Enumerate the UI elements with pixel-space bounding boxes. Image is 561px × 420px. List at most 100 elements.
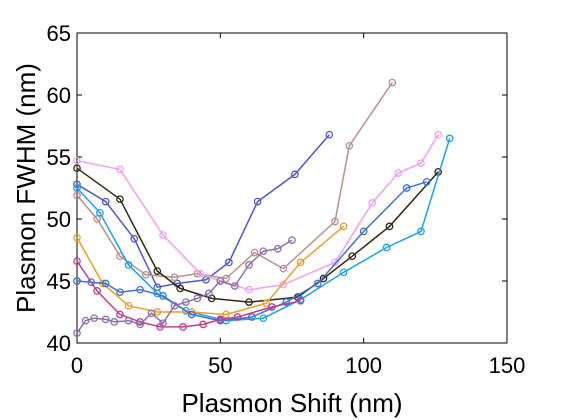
data-point [170, 273, 179, 282]
data-point [73, 156, 81, 165]
data-point [402, 184, 411, 192]
data-point [116, 310, 124, 319]
data-point [222, 310, 230, 319]
data-point [73, 191, 81, 200]
data-point [262, 299, 271, 308]
plot-area [76, 32, 508, 344]
data-point [216, 277, 225, 285]
data-point [124, 316, 133, 325]
data-point [193, 294, 202, 303]
data-point [182, 298, 190, 306]
data-point [225, 258, 233, 267]
y-tick-label: 60 [47, 83, 71, 108]
data-point [359, 227, 368, 236]
data-point [233, 313, 242, 321]
data-point [90, 314, 99, 323]
data-point [394, 169, 402, 177]
data-point [110, 318, 119, 326]
data-point [230, 282, 239, 290]
data-point [382, 243, 391, 252]
data-point [296, 296, 305, 305]
data-point [253, 197, 262, 206]
data-point [93, 215, 101, 223]
y-tick-label: 45 [47, 269, 71, 294]
data-point [250, 248, 259, 257]
data-point [187, 310, 196, 319]
data-point [96, 208, 104, 217]
series-line [76, 239, 293, 334]
data-point [268, 303, 276, 311]
data-point [73, 164, 81, 173]
data-point [279, 264, 288, 273]
data-point [81, 316, 90, 325]
data-point [216, 315, 225, 324]
data-point [136, 320, 144, 329]
data-point [388, 78, 397, 87]
data-point [124, 301, 133, 310]
data-point [385, 222, 394, 231]
y-tick-label: 65 [47, 21, 71, 46]
data-point [434, 130, 443, 139]
data-point [313, 279, 322, 288]
data-point [368, 199, 377, 207]
data-point [288, 236, 296, 244]
y-tick-label: 50 [47, 207, 71, 232]
series-4 [73, 164, 443, 306]
data-point [101, 197, 110, 206]
series-2 [73, 78, 397, 283]
data-point [279, 280, 288, 289]
axis-ticks: 0 50 100 150 40 45 50 55 60 65 [47, 21, 526, 378]
data-point [176, 284, 185, 293]
x-tick-label: 0 [71, 353, 83, 378]
x-tick-label: 50 [208, 353, 232, 378]
data-point [73, 184, 81, 192]
data-point [136, 285, 144, 294]
data-point [417, 159, 425, 168]
data-point [325, 130, 334, 139]
data-point [101, 279, 110, 288]
data-point [179, 323, 187, 331]
data-point [205, 289, 213, 298]
data-point [339, 222, 348, 231]
series-7 [73, 177, 431, 325]
data-point [202, 275, 210, 284]
data-point [130, 234, 139, 243]
y-tick-label: 55 [47, 145, 71, 170]
data-point [417, 227, 425, 236]
y-tick-label: 40 [47, 331, 71, 356]
data-point [282, 298, 291, 306]
series-line [76, 134, 330, 289]
data-point [291, 170, 299, 179]
x-tick-label: 100 [345, 353, 382, 378]
data-point [445, 134, 454, 143]
series-line [76, 134, 439, 291]
data-point [159, 319, 167, 328]
data-point [87, 278, 96, 287]
data-point [248, 313, 256, 321]
series-line [76, 138, 451, 322]
data-point [73, 329, 81, 337]
data-point [73, 277, 81, 285]
data-point [259, 247, 268, 256]
data-point [273, 244, 282, 253]
data-point [153, 267, 162, 275]
data-point [116, 288, 124, 297]
data-point [101, 315, 110, 324]
data-point [73, 233, 81, 242]
data-point [345, 141, 354, 150]
data-point [348, 252, 357, 261]
series-line [76, 225, 345, 316]
data-point [73, 180, 81, 189]
data-point [245, 285, 253, 294]
x-axis-label: Plasmon Shift (nm) [181, 388, 402, 418]
data-point [116, 165, 124, 174]
data-point [245, 261, 253, 269]
data-point [331, 258, 339, 267]
data-point [196, 269, 205, 278]
data-point [147, 309, 156, 318]
data-point [159, 292, 167, 300]
data-point [141, 270, 150, 279]
series-line [76, 167, 439, 303]
data-point [259, 314, 268, 323]
